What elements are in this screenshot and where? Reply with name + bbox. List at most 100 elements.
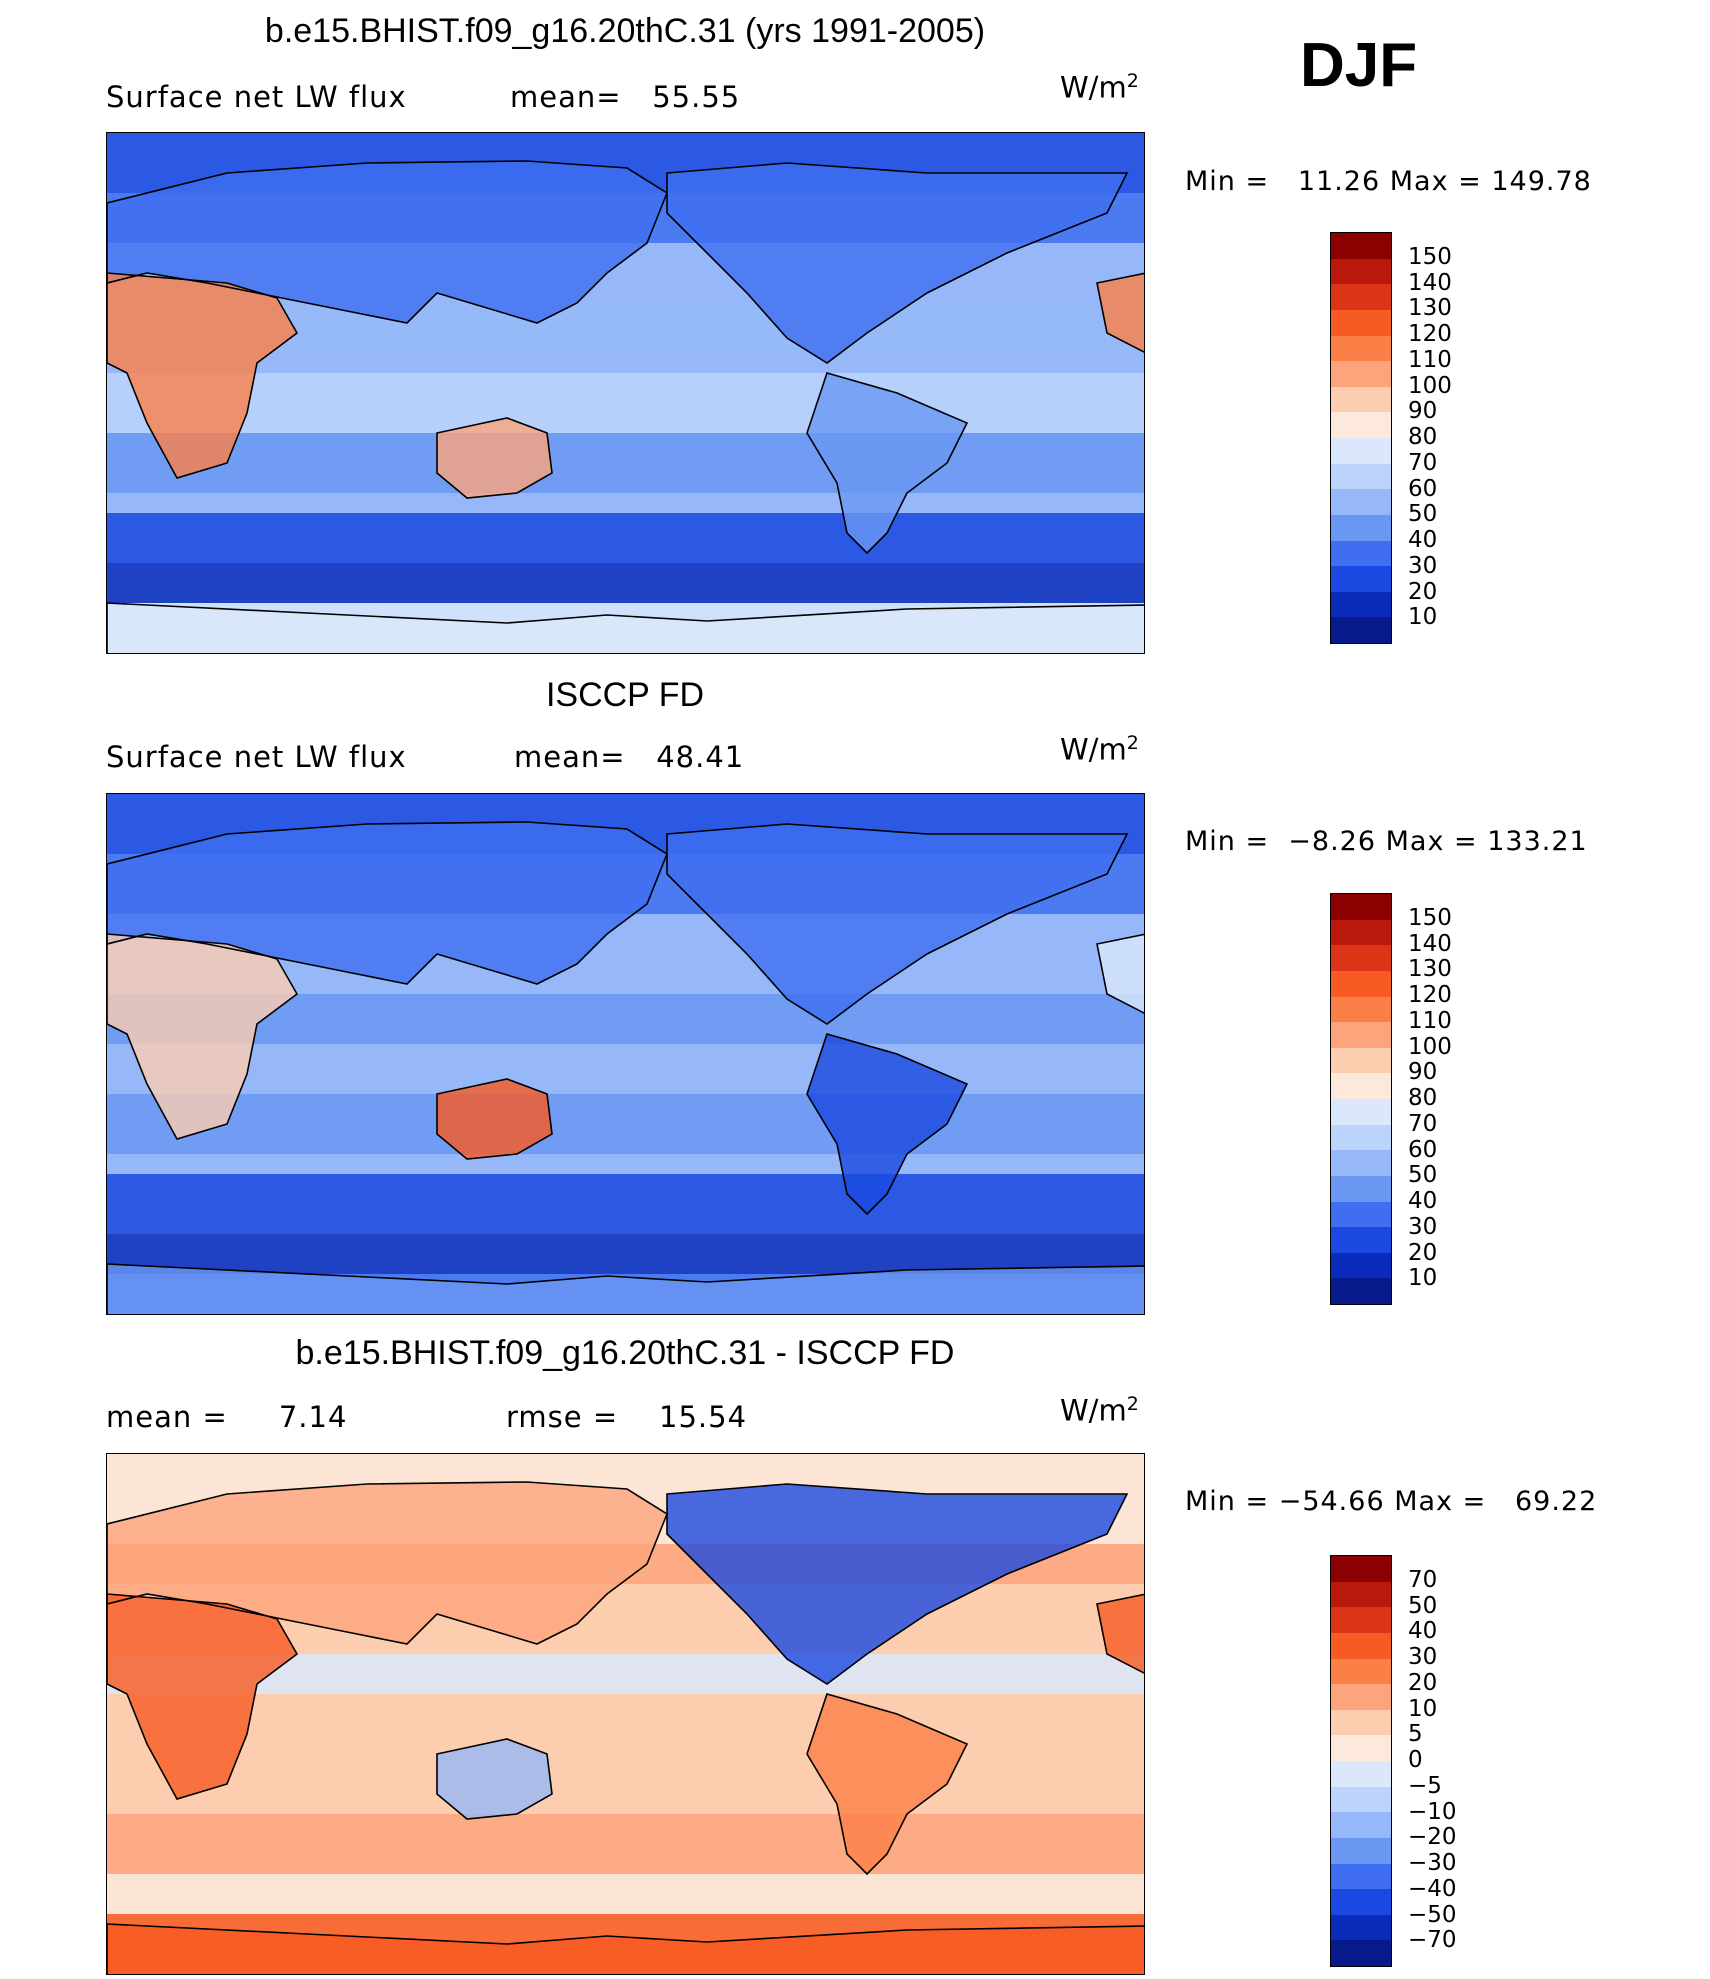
panel-1-variable: Surface net LW flux	[106, 80, 407, 114]
colorbar-swatch	[1331, 1889, 1391, 1915]
field-band	[107, 1094, 1144, 1154]
panel-1-field	[107, 133, 1144, 653]
colorbar-swatch	[1331, 1940, 1391, 1966]
land-shading	[107, 822, 667, 984]
panel-3-units: W/m2	[1060, 1393, 1139, 1428]
land-shading	[667, 163, 1127, 363]
field-band	[107, 513, 1144, 563]
panel-3-minmax: Min = −54.66 Max = 69.22	[1185, 1486, 1598, 1517]
colorbar-tick-label: 20	[1408, 1669, 1438, 1696]
colorbar-swatch	[1331, 540, 1391, 567]
colorbar-swatch	[1331, 1914, 1391, 1941]
colorbar-tick-label: 30	[1408, 552, 1438, 579]
colorbar-swatch	[1331, 1863, 1391, 1890]
colorbar-tick-label: 40	[1408, 1188, 1438, 1214]
land-shading	[437, 418, 552, 498]
colorbar-tick-label: −10	[1408, 1798, 1457, 1825]
colorbar-tick-label: 90	[1408, 398, 1438, 425]
coastline	[806, 372, 969, 555]
colorbar-tick-label: 130	[1408, 295, 1452, 322]
coastline	[1096, 933, 1144, 1014]
field-band	[107, 1174, 1144, 1234]
colorbar-tick-label: 20	[1408, 1239, 1438, 1266]
land-shading	[807, 1694, 967, 1874]
panel-2-mean: mean= 48.41	[514, 740, 745, 774]
panel-1-units: W/m2	[1060, 70, 1139, 105]
land-shading	[437, 1079, 552, 1159]
colorbar-swatch	[1331, 463, 1391, 490]
coastline	[107, 821, 668, 985]
land-shading	[107, 1924, 1144, 1974]
panel-3-map	[106, 1453, 1145, 1975]
colorbar-swatch	[1331, 1227, 1391, 1253]
colorbar-swatch	[1331, 1073, 1391, 1099]
colorbar-swatch	[1331, 1837, 1391, 1864]
coastline	[107, 602, 1144, 653]
land-shading	[107, 934, 297, 1139]
colorbar-swatch	[1331, 970, 1391, 997]
land-shading	[1097, 1594, 1144, 1673]
panel-3-field	[107, 1454, 1144, 1974]
colorbar-tick-label: 70	[1408, 1110, 1438, 1137]
colorbar-swatch	[1331, 945, 1391, 971]
colorbar-swatch	[1331, 1735, 1391, 1761]
land-shading	[107, 161, 667, 323]
colorbar-tick-label: 150	[1408, 243, 1452, 270]
colorbar-swatch	[1331, 591, 1391, 618]
field-band	[107, 1874, 1144, 1914]
panel-2-title: ISCCP FD	[545, 676, 705, 714]
coastline	[1096, 272, 1144, 353]
colorbar-swatch	[1331, 1632, 1391, 1659]
colorbar-tick-label: 10	[1408, 1695, 1438, 1722]
colorbar-swatch	[1331, 894, 1391, 920]
colorbar-tick-label: 110	[1408, 1007, 1452, 1034]
colorbar-tick-label: 5	[1408, 1721, 1423, 1748]
colorbar-swatch	[1331, 1761, 1391, 1787]
coastline	[436, 417, 553, 499]
field-band	[107, 1814, 1144, 1874]
colorbar-swatch	[1331, 361, 1391, 387]
colorbar-tick-label: 80	[1408, 424, 1438, 450]
land-shading	[107, 1594, 297, 1799]
colorbar-tick-label: 40	[1408, 1618, 1438, 1645]
colorbar-tick-label: 130	[1408, 956, 1452, 983]
colorbar-swatch	[1331, 1812, 1391, 1838]
colorbar-swatch	[1331, 335, 1391, 362]
field-band	[107, 373, 1144, 433]
colorbar-tick-label: 140	[1408, 269, 1452, 296]
colorbar-swatch	[1331, 1175, 1391, 1202]
panel-1-colorbar	[1330, 232, 1392, 644]
coastline	[1096, 1593, 1144, 1674]
field-band	[107, 433, 1144, 493]
colorbar-tick-label: 0	[1408, 1747, 1423, 1773]
colorbar-tick-label: 40	[1408, 527, 1438, 553]
coastline	[107, 1923, 1144, 1974]
panel-3-mean: mean = 7.14	[106, 1400, 348, 1434]
colorbar-tick-label: 70	[1408, 449, 1438, 476]
coastline	[666, 823, 1129, 1025]
panel-1-mean: mean= 55.55	[510, 80, 741, 114]
colorbar-swatch	[1331, 438, 1391, 464]
colorbar-swatch	[1331, 1022, 1391, 1048]
colorbar-swatch	[1331, 386, 1391, 413]
land-shading	[667, 1484, 1127, 1684]
colorbar-tick-label: 110	[1408, 346, 1452, 373]
field-band	[107, 1234, 1144, 1274]
colorbar-tick-label: −50	[1408, 1901, 1457, 1928]
colorbar-tick-label: 150	[1408, 904, 1452, 931]
colorbar-swatch	[1331, 566, 1391, 592]
colorbar-swatch	[1331, 309, 1391, 336]
coastline	[666, 162, 1129, 364]
field-band	[107, 563, 1144, 603]
colorbar-swatch	[1331, 1201, 1391, 1228]
colorbar-tick-label: 120	[1408, 982, 1452, 1008]
colorbar-tick-label: −70	[1408, 1927, 1457, 1954]
panel-2-field	[107, 794, 1144, 1314]
coastline	[107, 272, 299, 479]
colorbar-swatch	[1331, 996, 1391, 1023]
colorbar-tick-label: 70	[1408, 1566, 1438, 1593]
colorbar-swatch	[1331, 1252, 1391, 1279]
colorbar-tick-label: 50	[1408, 501, 1438, 528]
land-shading	[667, 824, 1127, 1024]
colorbar-swatch	[1331, 514, 1391, 541]
